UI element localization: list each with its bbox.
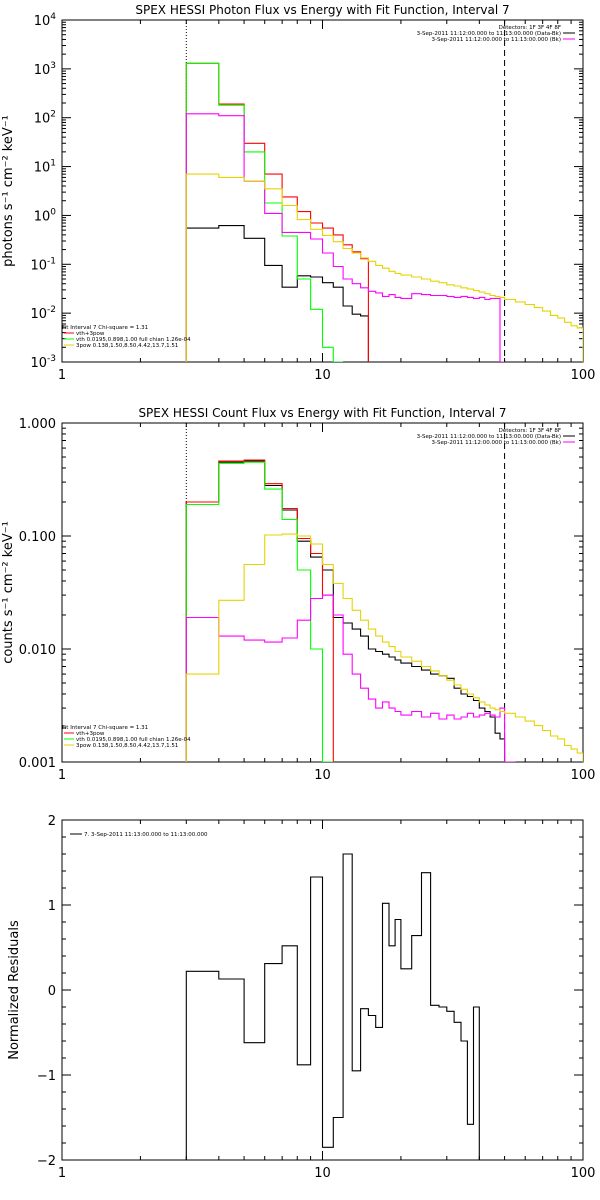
y-tick-base: 10 (34, 14, 51, 29)
series-3-line (185, 461, 334, 762)
y-tick-label: 102 (34, 110, 56, 127)
chart-panel-2: SPEX HESSI Count Flux vs Energy with Fit… (1, 406, 595, 783)
y-tick-exponent: -3 (47, 354, 56, 364)
y-tick-label: 0.100 (19, 530, 56, 545)
y-tick-base: 10 (34, 112, 51, 127)
y-tick-label: 1 (48, 899, 56, 914)
series-1-line (185, 225, 369, 362)
header-line: 3-Sep-2011 11:12:00.000 to 11:13:00.000 … (417, 434, 561, 440)
y-tick-exponent: 0 (50, 207, 56, 217)
y-tick-label: 101 (34, 159, 56, 176)
chart-title: SPEX HESSI Photon Flux vs Energy with Fi… (135, 3, 509, 17)
legend-entry: 3pow 0.138,1.50,8.50,4.42,13.7,1.51 (76, 743, 178, 749)
series-1-line (185, 853, 505, 1160)
legend-entry: Fit Interval 7 Chi-square = 1.31 (62, 725, 148, 731)
x-tick-label: 1 (58, 1166, 66, 1181)
y-tick-exponent: -2 (47, 305, 56, 315)
series-2-line (185, 62, 369, 362)
y-tick-label: 10-1 (30, 256, 56, 273)
y-tick-base: 10 (34, 63, 51, 78)
header-line: 3-Sep-2011 11:12:00.000 to 11:13:00.000 … (417, 31, 561, 37)
series-5-line (185, 533, 583, 762)
series-2-line (185, 459, 334, 762)
legend-entry: vth 0.0195,0.898,1.00 full chian 1.26e-0… (76, 337, 191, 343)
series-4-line (185, 594, 516, 762)
header-line: Detectors: 1F 3F 4F 8F (499, 25, 561, 31)
y-tick-exponent: 4 (50, 12, 56, 22)
y-tick-exponent: -1 (47, 256, 56, 266)
y-tick-label: −2 (37, 1154, 56, 1169)
chart-panel-3: 1 10 100 −2 −1 0 1 2 Normalized Residuals 7. 3-Se… (7, 814, 595, 1181)
header-line: 3-Sep-2011 11:12:00.000 to 11:13:00.000 … (432, 37, 562, 43)
y-tick-base: 10 (34, 161, 51, 176)
series-3-line (185, 62, 344, 362)
legend-entry: 3pow 0.138,1.50,8.50,4.42,13.7,1.51 (76, 343, 178, 349)
series-5-line (185, 173, 583, 362)
y-tick-label: 0.010 (19, 643, 56, 658)
x-tick-label: 10 (314, 1166, 331, 1181)
y-tick-label: 100 (34, 207, 57, 224)
y-tick-base: 10 (30, 307, 47, 322)
x-tick-label: 10 (314, 768, 331, 783)
x-tick-label: 100 (571, 768, 596, 783)
y-axis-label: photons s⁻¹ cm⁻² keV⁻¹ (1, 115, 16, 267)
legend-entry: Fit Interval 7 Chi-square = 1.31 (62, 325, 148, 331)
x-tick-label: 10 (314, 368, 331, 383)
y-axis-label: Normalized Residuals (7, 920, 22, 1060)
chart-panel-1: SPEX HESSI Photon Flux vs Energy with Fi… (1, 3, 595, 383)
y-tick-exponent: 2 (50, 110, 56, 120)
series-4-line (185, 113, 505, 362)
legend-entry: vth 0.0195,0.898,1.00 full chian 1.26e-0… (76, 737, 191, 743)
y-tick-exponent: 1 (50, 159, 56, 169)
y-tick-exponent: 3 (50, 61, 56, 71)
y-tick-label: 10-2 (30, 305, 56, 322)
y-tick-label: 0.001 (19, 756, 56, 771)
chart-title: SPEX HESSI Count Flux vs Energy with Fit… (138, 406, 506, 420)
y-tick-base: 10 (30, 258, 47, 273)
x-tick-label: 100 (571, 1166, 596, 1181)
y-tick-label: 104 (34, 12, 57, 29)
legend-entry: vth+3pow (76, 331, 105, 337)
y-tick-base: 10 (34, 209, 51, 224)
legend-entry: vth+3pow (76, 731, 105, 737)
x-tick-label: 1 (58, 768, 66, 783)
y-tick-base: 10 (30, 356, 47, 371)
x-tick-label: 100 (571, 368, 596, 383)
legend-entry: 7. 3-Sep-2011 11:13:00.000 to 11:13:00.0… (84, 832, 208, 838)
y-tick-label: 10-3 (30, 354, 56, 371)
y-tick-label: 0 (48, 984, 56, 999)
y-tick-label: 103 (34, 61, 56, 78)
header-line: Detectors: 1F 3F 4F 8F (499, 428, 561, 434)
y-tick-label: −1 (37, 1069, 56, 1084)
y-axis-label: counts s⁻¹ cm⁻² keV⁻¹ (1, 521, 16, 664)
y-tick-label: 2 (48, 814, 56, 829)
header-line: 3-Sep-2011 11:12:00.000 to 11:13:00.000 … (432, 440, 562, 446)
y-tick-label: 1.000 (19, 417, 56, 432)
x-tick-label: 1 (58, 368, 66, 383)
